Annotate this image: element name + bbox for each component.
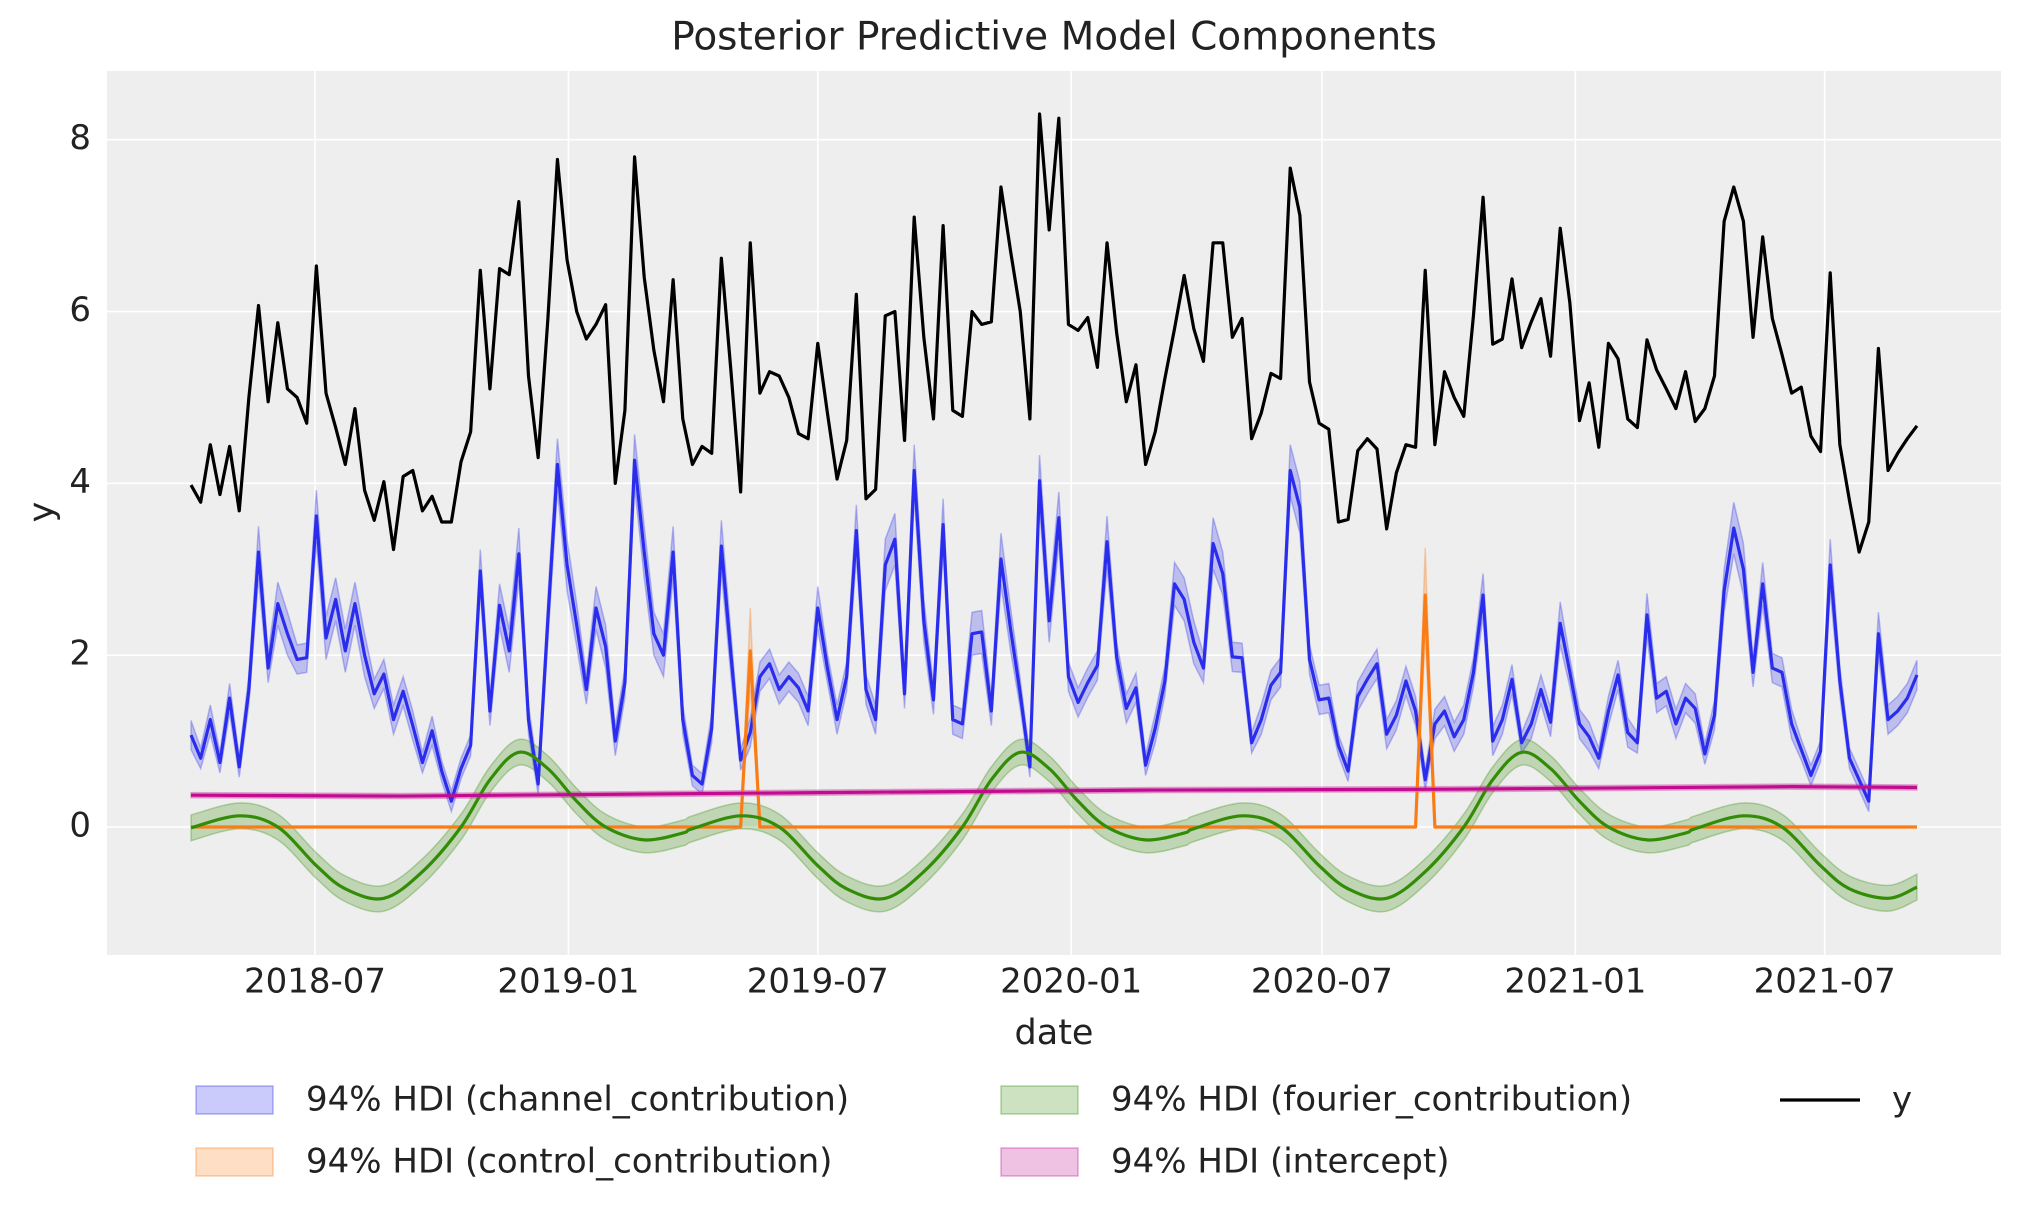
legend: 94% HDI (channel_contribution) 94% HDI (c… <box>195 1080 1912 1182</box>
lines <box>189 112 1919 901</box>
x-tick-label: 2019-07 <box>747 962 889 1002</box>
x-tick-label: 2020-01 <box>1000 962 1142 1002</box>
grid <box>107 71 2001 955</box>
legend-swatch <box>1000 1147 1079 1177</box>
legend-label: 94% HDI (fourier_contribution) <box>1111 1080 1632 1120</box>
y-tick-label: 6 <box>69 290 91 330</box>
y-tick-label: 0 <box>69 805 91 845</box>
x-tick-label: 2021-01 <box>1504 962 1646 1002</box>
y-tick-label: 8 <box>69 118 91 158</box>
legend-label: 94% HDI (intercept) <box>1111 1142 1450 1182</box>
plot-area <box>107 71 2001 955</box>
y-tick-label: 2 <box>69 634 91 674</box>
x-tick-label: 2019-01 <box>497 962 639 1002</box>
mean-line <box>190 750 1918 901</box>
chart-title: Posterior Predictive Model Components <box>671 15 1437 60</box>
data-line <box>189 112 1919 554</box>
x-axis-label: date <box>1015 1013 1094 1053</box>
hdi-band <box>190 738 1918 913</box>
y-tick-label: 4 <box>69 462 91 502</box>
hdi-band <box>190 434 1918 815</box>
legend-swatch <box>195 1085 274 1115</box>
mean-line <box>189 458 1919 803</box>
legend-label: 94% HDI (control_contribution) <box>306 1142 832 1182</box>
legend-label: 94% HDI (channel_contribution) <box>306 1080 849 1120</box>
legend-label: y <box>1892 1080 1912 1120</box>
legend-swatch <box>1000 1085 1079 1115</box>
legend-swatch <box>195 1147 274 1177</box>
mean-line <box>191 785 1917 798</box>
y-axis-label: y <box>22 502 62 523</box>
x-tick-label: 2018-07 <box>244 962 386 1002</box>
x-tick-label: 2021-07 <box>1754 962 1896 1002</box>
x-tick-label: 2020-07 <box>1251 962 1393 1002</box>
